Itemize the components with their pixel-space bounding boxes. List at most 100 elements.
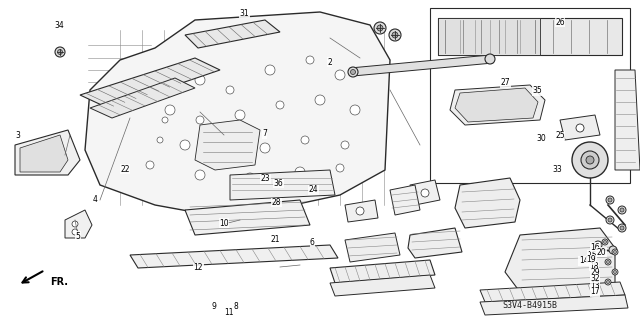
Circle shape [612,269,618,275]
Polygon shape [130,245,338,268]
Text: 3: 3 [15,131,20,140]
Circle shape [594,241,602,249]
Text: 9: 9 [212,302,217,311]
Circle shape [614,250,616,254]
Circle shape [605,259,611,265]
Text: 19: 19 [586,256,596,264]
Polygon shape [185,20,280,48]
Circle shape [586,156,594,164]
Circle shape [265,65,275,75]
Text: 10: 10 [219,219,229,228]
Polygon shape [185,200,310,235]
Circle shape [226,86,234,94]
Circle shape [607,280,609,284]
Text: 6: 6 [310,238,315,247]
Circle shape [602,239,608,245]
Circle shape [159,69,171,81]
Circle shape [55,47,65,57]
Circle shape [620,226,624,230]
Circle shape [392,32,398,38]
Text: 16: 16 [590,243,600,252]
Circle shape [306,56,314,64]
Polygon shape [330,260,435,283]
Circle shape [607,261,609,263]
Circle shape [295,167,305,177]
Text: 24: 24 [308,185,319,194]
Circle shape [612,249,618,255]
Polygon shape [345,200,378,222]
Circle shape [260,143,270,153]
Circle shape [609,246,617,254]
Text: 31: 31 [239,9,250,18]
Text: 22: 22 [120,165,129,174]
Circle shape [421,189,429,197]
Polygon shape [65,210,92,238]
Circle shape [377,25,383,31]
Text: 35: 35 [532,86,543,95]
Circle shape [356,207,364,215]
Text: 36: 36 [273,179,284,188]
Text: 26: 26 [555,18,565,27]
Circle shape [374,22,386,34]
Circle shape [606,216,614,224]
Circle shape [572,142,608,178]
Circle shape [606,196,614,204]
Circle shape [146,161,154,169]
Polygon shape [615,70,640,170]
Text: 23: 23 [260,174,271,183]
Polygon shape [90,78,195,118]
Text: 30: 30 [536,134,546,143]
Text: 33: 33 [552,165,562,174]
Circle shape [221,146,229,154]
Text: 21: 21 [271,235,280,244]
Text: 34: 34 [54,21,64,30]
Circle shape [235,110,245,120]
Circle shape [348,67,358,77]
Text: 4: 4 [92,195,97,204]
Circle shape [58,49,63,55]
Circle shape [576,124,584,132]
Circle shape [389,29,401,41]
Circle shape [608,218,612,222]
Polygon shape [455,88,538,122]
Text: 8: 8 [233,302,238,311]
Circle shape [180,140,190,150]
Circle shape [618,224,626,232]
Polygon shape [450,85,545,125]
Polygon shape [350,55,493,76]
Text: 29: 29 [590,268,600,277]
Text: 12: 12 [194,263,203,272]
Text: 18: 18 [589,262,598,271]
Text: FR.: FR. [50,277,68,287]
Text: 13: 13 [590,281,600,290]
Polygon shape [20,135,68,172]
Circle shape [605,279,611,285]
Circle shape [72,221,78,227]
Polygon shape [410,180,440,205]
Polygon shape [455,178,520,228]
Polygon shape [438,18,540,55]
Circle shape [620,208,624,212]
Polygon shape [390,185,420,215]
Text: 2: 2 [327,58,332,67]
FancyBboxPatch shape [430,8,630,183]
Circle shape [245,173,255,183]
Text: 27: 27 [500,78,511,87]
Circle shape [157,137,163,143]
Text: 20: 20 [596,248,607,256]
Polygon shape [480,282,625,302]
Polygon shape [15,130,80,175]
Polygon shape [480,295,628,315]
Circle shape [335,70,345,80]
Polygon shape [408,228,462,258]
Text: 11: 11 [225,308,234,317]
Circle shape [301,136,309,144]
Circle shape [195,170,205,180]
Text: 32: 32 [590,274,600,283]
Text: 17: 17 [590,287,600,296]
Polygon shape [195,120,260,170]
Polygon shape [345,233,400,262]
Text: 15: 15 [587,251,597,260]
Circle shape [336,164,344,172]
Circle shape [581,151,599,169]
